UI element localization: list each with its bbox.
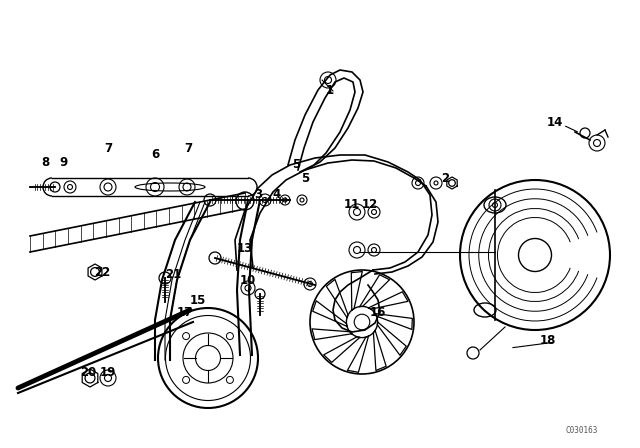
Polygon shape <box>326 280 348 318</box>
Text: 12: 12 <box>362 198 378 211</box>
Text: 7: 7 <box>184 142 192 155</box>
Polygon shape <box>373 331 386 370</box>
Text: 1: 1 <box>326 85 334 98</box>
Text: 11: 11 <box>344 198 360 211</box>
Text: 22: 22 <box>94 266 110 279</box>
Polygon shape <box>313 301 347 327</box>
Polygon shape <box>348 336 369 372</box>
Polygon shape <box>324 337 360 362</box>
Text: 6: 6 <box>151 147 159 160</box>
Text: C030163: C030163 <box>566 426 598 435</box>
Text: 8: 8 <box>41 156 49 169</box>
Text: 9: 9 <box>59 156 67 169</box>
Text: 5: 5 <box>292 159 300 172</box>
Text: 17: 17 <box>177 306 193 319</box>
Text: 3: 3 <box>254 188 262 201</box>
Text: 15: 15 <box>190 293 206 306</box>
Polygon shape <box>351 271 362 310</box>
Text: 21: 21 <box>165 267 181 280</box>
Text: 18: 18 <box>540 333 556 346</box>
Text: 19: 19 <box>100 366 116 379</box>
Text: 4: 4 <box>273 188 281 201</box>
Polygon shape <box>312 329 352 340</box>
Text: 20: 20 <box>80 366 96 379</box>
Text: 2: 2 <box>441 172 449 185</box>
Text: 10: 10 <box>240 273 256 287</box>
Polygon shape <box>360 275 390 306</box>
Text: 16: 16 <box>370 306 386 319</box>
Text: 13: 13 <box>237 241 253 254</box>
Polygon shape <box>378 322 406 355</box>
Text: 7: 7 <box>104 142 112 155</box>
Polygon shape <box>375 314 412 329</box>
Polygon shape <box>369 292 408 309</box>
Text: 14: 14 <box>547 116 563 129</box>
Text: 5: 5 <box>301 172 309 185</box>
